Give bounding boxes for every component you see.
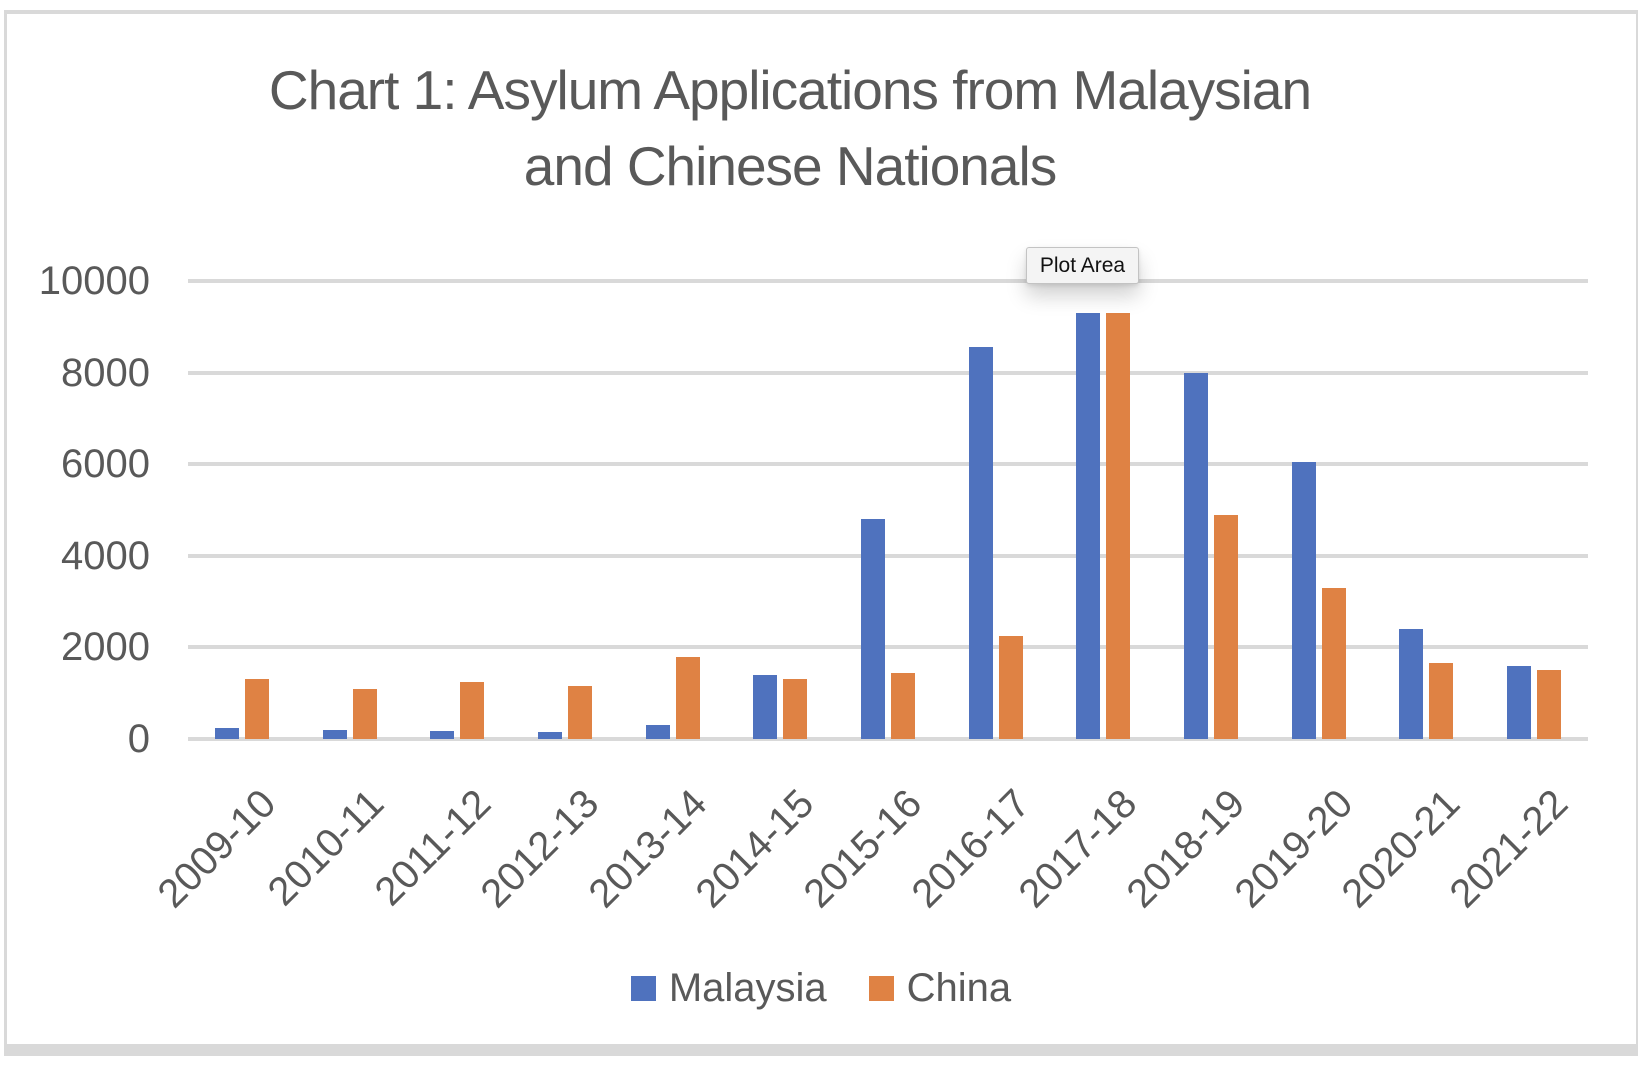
bar-malaysia-2011-12[interactable] [430, 731, 455, 739]
bar-malaysia-2009-10[interactable] [214, 728, 239, 739]
bar-malaysia-2021-22[interactable] [1507, 666, 1532, 739]
bar-malaysia-2012-13[interactable] [537, 732, 562, 739]
gridline-6000 [188, 462, 1588, 467]
bar-malaysia-2013-14[interactable] [645, 725, 670, 739]
bar-china-2013-14[interactable] [675, 657, 700, 739]
y-tick-label-0[interactable]: 0 [127, 717, 150, 761]
bar-china-2020-21[interactable] [1429, 663, 1454, 739]
bar-malaysia-2015-16[interactable] [861, 519, 885, 739]
bar-china-2009-10[interactable] [244, 679, 269, 739]
y-tick-label-4000[interactable]: 4000 [61, 533, 150, 578]
bar-china-2016-17[interactable] [998, 636, 1023, 739]
legend-item-malaysia[interactable]: Malaysia [630, 966, 827, 1010]
legend-swatch-icon-malaysia [630, 975, 656, 1001]
bar-china-2017-18[interactable] [1106, 313, 1131, 739]
bar-malaysia-2018-19[interactable] [1184, 373, 1209, 739]
legend-swatch-icon-china [868, 975, 894, 1001]
gridline-10000 [188, 279, 1588, 283]
legend-item-china[interactable]: China [868, 966, 1012, 1010]
bar-malaysia-2017-18[interactable] [1076, 313, 1101, 739]
gridline-8000 [188, 370, 1588, 375]
plot-area-tooltip: Plot Area [1026, 247, 1139, 284]
bar-china-2012-13[interactable] [567, 686, 592, 739]
bar-china-2021-22[interactable] [1537, 670, 1562, 739]
y-tick-label-10000[interactable]: 10000 [38, 259, 150, 303]
bar-china-2014-15[interactable] [783, 679, 808, 739]
y-tick-label-6000[interactable]: 6000 [61, 442, 150, 487]
bar-malaysia-2020-21[interactable] [1399, 629, 1424, 739]
bar-malaysia-2014-15[interactable] [753, 675, 778, 739]
bar-malaysia-2010-11[interactable] [322, 730, 347, 739]
bar-china-2011-12[interactable] [460, 682, 485, 739]
legend[interactable]: Malaysia China [0, 966, 1642, 1010]
bar-china-2018-19[interactable] [1214, 515, 1239, 739]
legend-label-china: China [906, 966, 1012, 1010]
gridline-2000 [188, 645, 1588, 650]
gridline-0 [188, 737, 1588, 741]
bar-malaysia-2019-20[interactable] [1291, 462, 1316, 739]
gridline-4000 [188, 553, 1588, 558]
bar-china-2010-11[interactable] [352, 689, 377, 739]
chart-title[interactable]: Chart 1: Asylum Applications from Malays… [268, 59, 1312, 197]
bar-china-2015-16[interactable] [891, 673, 915, 739]
y-tick-label-2000[interactable]: 2000 [61, 625, 150, 670]
chart-frame [4, 10, 1638, 1056]
plot-area-tooltip-label: Plot Area [1039, 253, 1126, 277]
y-tick-label-8000[interactable]: 8000 [61, 350, 150, 395]
bar-malaysia-2016-17[interactable] [968, 347, 993, 739]
legend-label-malaysia: Malaysia [668, 966, 827, 1010]
plot-area[interactable] [188, 279, 1588, 741]
bar-china-2019-20[interactable] [1321, 588, 1346, 739]
